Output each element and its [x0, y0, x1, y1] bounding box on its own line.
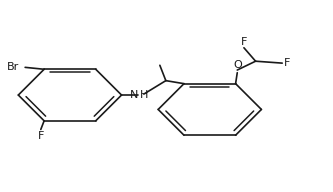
Text: F: F [241, 37, 247, 47]
Text: F: F [284, 58, 290, 68]
Text: H: H [140, 90, 148, 100]
Text: F: F [38, 131, 44, 141]
Text: N: N [130, 90, 138, 100]
Text: Br: Br [7, 62, 19, 72]
Text: O: O [233, 60, 242, 70]
